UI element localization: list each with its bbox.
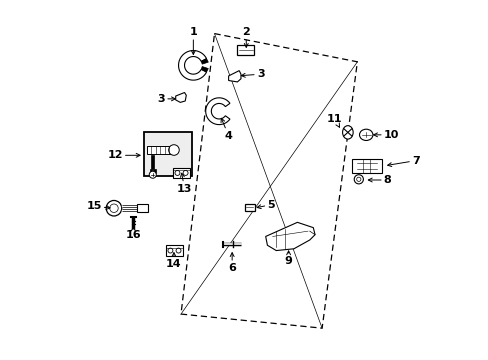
Polygon shape xyxy=(265,222,314,251)
Text: 3: 3 xyxy=(157,94,175,104)
Text: 1: 1 xyxy=(189,27,197,54)
FancyBboxPatch shape xyxy=(137,204,148,212)
Text: 2: 2 xyxy=(242,27,250,48)
Text: 3: 3 xyxy=(241,69,264,79)
Ellipse shape xyxy=(359,129,372,140)
Circle shape xyxy=(109,204,118,212)
FancyBboxPatch shape xyxy=(244,204,255,211)
Text: 7: 7 xyxy=(387,156,419,167)
Polygon shape xyxy=(150,155,155,173)
Text: 14: 14 xyxy=(166,253,182,269)
Text: 16: 16 xyxy=(125,227,141,240)
Text: 9: 9 xyxy=(284,251,292,266)
Text: 15: 15 xyxy=(86,202,110,211)
Polygon shape xyxy=(178,50,206,80)
Polygon shape xyxy=(201,59,208,64)
Polygon shape xyxy=(173,168,189,178)
Polygon shape xyxy=(201,67,208,72)
Text: 12: 12 xyxy=(107,150,140,160)
Polygon shape xyxy=(205,98,229,125)
Circle shape xyxy=(353,175,363,184)
Text: 11: 11 xyxy=(326,113,342,127)
Polygon shape xyxy=(147,147,172,154)
Circle shape xyxy=(183,171,188,175)
Polygon shape xyxy=(166,245,183,256)
Circle shape xyxy=(175,171,180,175)
Text: 4: 4 xyxy=(221,118,232,141)
FancyBboxPatch shape xyxy=(143,132,191,176)
Circle shape xyxy=(167,248,173,253)
Text: 8: 8 xyxy=(367,175,391,185)
Text: 6: 6 xyxy=(228,253,236,273)
Polygon shape xyxy=(351,159,381,173)
Polygon shape xyxy=(228,71,241,82)
Circle shape xyxy=(176,248,181,253)
Circle shape xyxy=(168,145,179,155)
Circle shape xyxy=(106,201,122,216)
Text: 13: 13 xyxy=(177,173,192,194)
FancyBboxPatch shape xyxy=(236,45,254,55)
Ellipse shape xyxy=(342,126,352,139)
Circle shape xyxy=(356,177,360,181)
Polygon shape xyxy=(175,93,186,102)
Circle shape xyxy=(149,171,156,178)
Text: 5: 5 xyxy=(257,200,274,210)
Text: 10: 10 xyxy=(373,130,398,140)
